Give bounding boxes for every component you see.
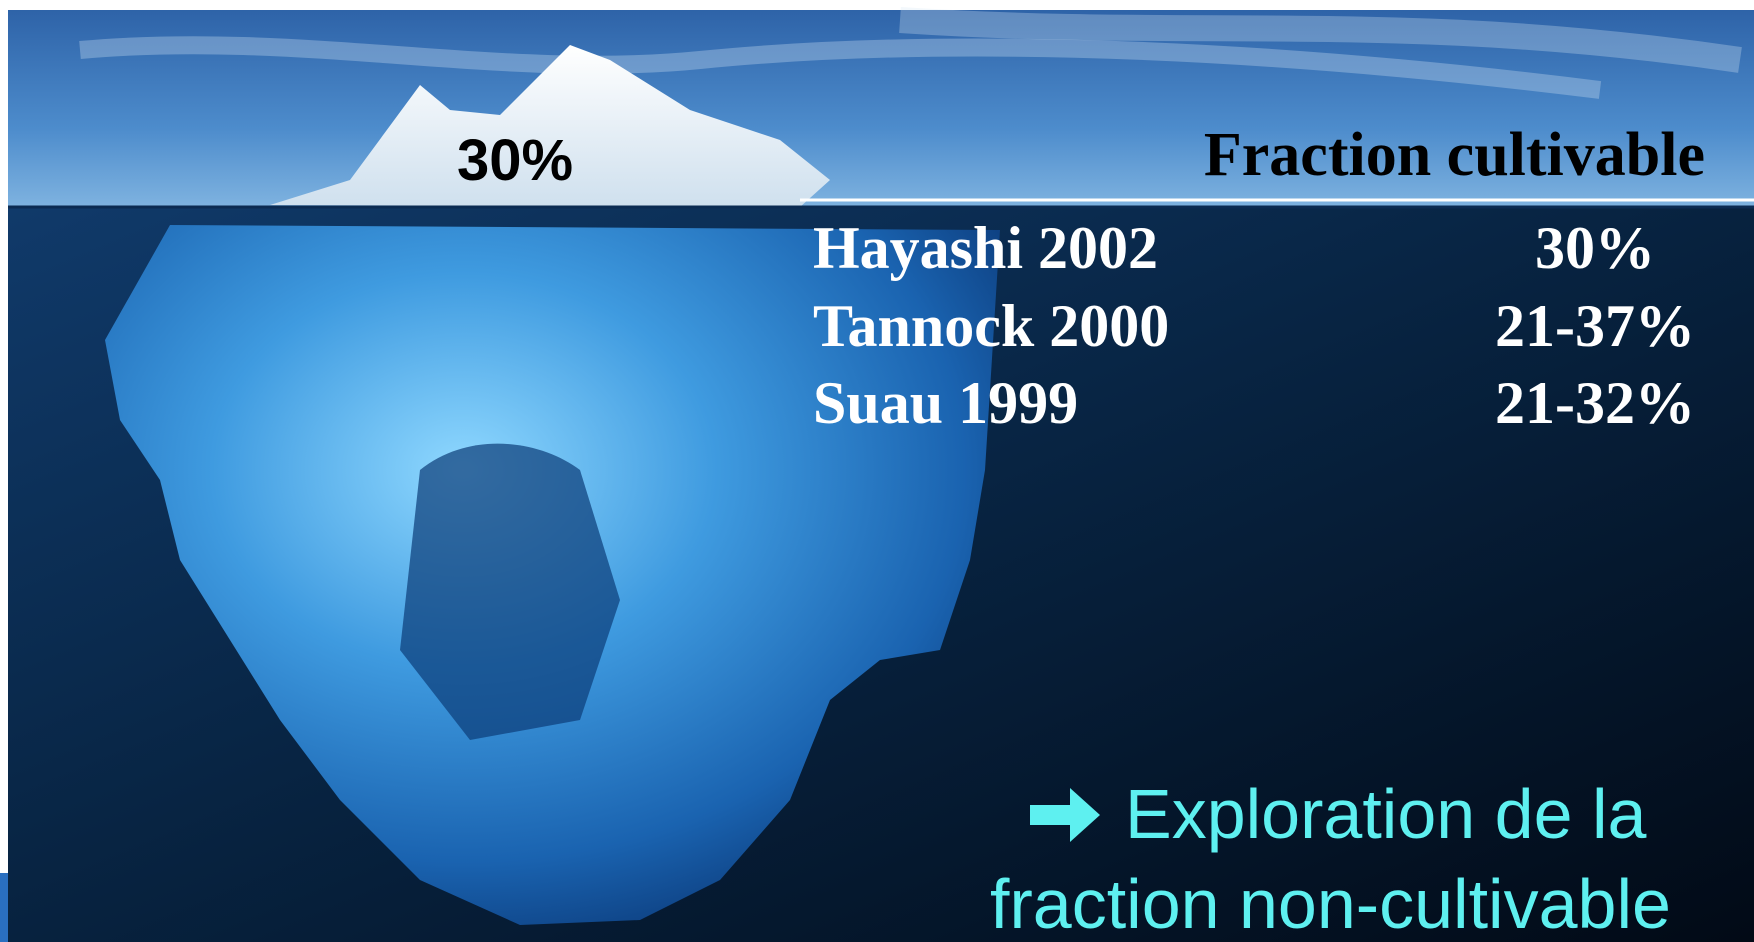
study-value: 21-37% (1495, 293, 1695, 359)
iceberg-shadow (400, 443, 620, 740)
study-name: Suau 1999 (813, 370, 1078, 436)
study-value: 30% (1535, 215, 1655, 281)
iceberg-tip (270, 45, 830, 207)
edge-marker (0, 873, 8, 942)
study-value: 21-32% (1495, 370, 1695, 436)
conclusion-line: fraction non-cultivable (990, 865, 1671, 942)
arrow-icon (1030, 788, 1100, 842)
sky (8, 10, 1754, 208)
cloud (79, 36, 1602, 99)
table-header: Fraction cultivable (1204, 121, 1705, 189)
cloud (899, 7, 1742, 73)
study-name: Hayashi 2002 (813, 215, 1158, 281)
conclusion-line: Exploration de la (1125, 775, 1647, 853)
study-name: Tannock 2000 (813, 293, 1169, 359)
iceberg-label: 30% (457, 128, 573, 193)
